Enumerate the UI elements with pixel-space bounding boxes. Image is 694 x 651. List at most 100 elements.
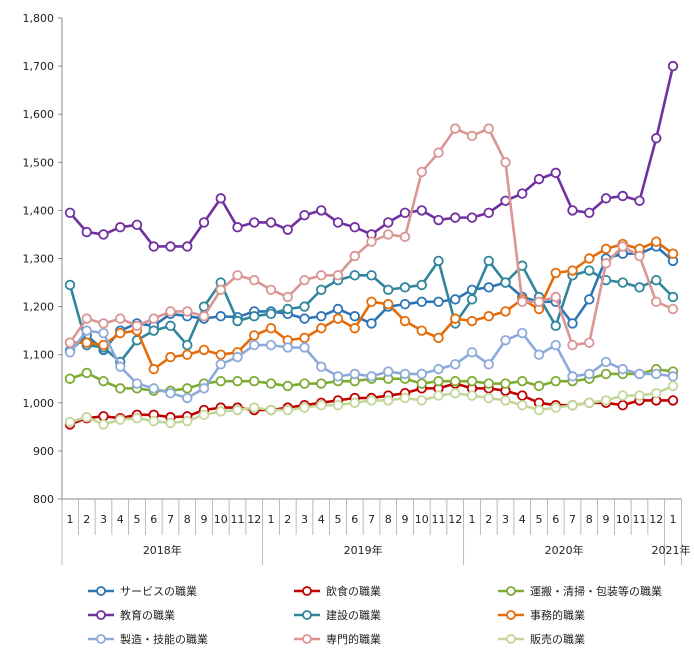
data-point <box>483 392 494 404</box>
legend-marker <box>96 610 106 620</box>
data-point <box>81 367 92 379</box>
legend-label: 運搬・清掃・包装等の職業 <box>530 584 662 598</box>
x-tick-label: 6 <box>351 513 358 526</box>
data-point <box>450 375 461 387</box>
data-point <box>433 363 444 375</box>
data-point <box>98 419 109 430</box>
legend-item: 専門的職業 <box>294 632 381 646</box>
data-point <box>265 323 277 334</box>
data-point <box>466 315 478 327</box>
data-point <box>182 339 193 351</box>
data-point <box>416 296 427 307</box>
year-label: 2018年 <box>143 543 182 557</box>
x-tick-label: 10 <box>616 513 630 526</box>
data-point <box>617 363 628 375</box>
data-point <box>550 375 561 387</box>
data-point <box>349 222 360 233</box>
data-point <box>332 270 344 281</box>
data-point <box>215 311 226 322</box>
data-point <box>600 243 612 255</box>
data-point <box>399 231 411 243</box>
x-tick-label: 9 <box>201 513 208 526</box>
data-point <box>383 298 394 310</box>
data-point <box>232 222 243 233</box>
legend-marker <box>506 610 516 620</box>
data-point <box>584 337 595 348</box>
data-point <box>651 368 662 380</box>
x-tick-label: 10 <box>415 513 429 526</box>
data-point <box>249 375 260 387</box>
data-point <box>366 395 377 406</box>
data-point <box>651 387 662 399</box>
data-point <box>215 284 226 295</box>
data-point <box>64 373 76 384</box>
data-point <box>383 395 394 406</box>
x-tick-label: 2 <box>485 513 492 526</box>
data-point <box>81 337 92 348</box>
legend-label: 専門的職業 <box>326 632 381 646</box>
x-tick-label: 6 <box>150 513 157 526</box>
data-point <box>215 193 226 204</box>
data-point <box>416 205 427 216</box>
data-point <box>349 323 360 334</box>
x-tick-label: 3 <box>502 513 509 526</box>
data-point <box>533 296 545 307</box>
data-point <box>483 311 494 322</box>
legend-item: 製造・技能の職業 <box>88 632 208 646</box>
data-point <box>383 366 394 377</box>
data-point <box>81 412 92 423</box>
data-point <box>584 397 595 409</box>
data-point <box>433 375 444 387</box>
data-point <box>617 400 628 411</box>
data-point <box>316 284 327 295</box>
data-point <box>383 217 394 228</box>
data-point <box>433 147 444 158</box>
data-point <box>567 205 578 216</box>
y-tick-label: 1,800 <box>23 12 55 25</box>
data-point <box>450 387 461 399</box>
legend-marker <box>302 634 312 644</box>
y-tick-label: 1,200 <box>23 301 55 314</box>
data-point <box>567 318 578 329</box>
data-point <box>165 241 176 252</box>
data-point <box>567 371 578 382</box>
data-point <box>249 402 260 413</box>
data-point <box>483 378 494 389</box>
legend-item: 販売の職業 <box>498 633 585 646</box>
data-point <box>416 395 427 406</box>
data-point <box>584 294 595 305</box>
data-point <box>64 279 76 291</box>
data-point <box>667 60 679 72</box>
data-point <box>550 320 561 332</box>
data-point <box>483 359 494 370</box>
series-5 <box>64 255 679 368</box>
year-label: 2020年 <box>545 543 584 557</box>
data-point <box>115 414 126 425</box>
data-point <box>299 301 310 312</box>
data-point <box>64 337 76 348</box>
series-8 <box>64 123 679 351</box>
data-point <box>131 320 143 332</box>
data-point <box>533 349 545 360</box>
data-point <box>215 349 226 360</box>
legend-label: サービスの職業 <box>120 585 197 598</box>
data-point <box>567 339 578 351</box>
x-tick-label: 1 <box>268 513 275 526</box>
data-point <box>182 415 193 427</box>
legend-marker <box>506 586 516 596</box>
year-label: 2019年 <box>344 543 383 557</box>
data-point <box>316 205 327 216</box>
data-point <box>115 383 126 394</box>
data-point <box>115 327 126 339</box>
legend-item: 飲食の職業 <box>294 584 381 598</box>
data-point <box>416 166 427 178</box>
data-point <box>600 193 612 204</box>
legend-item: 建設の職業 <box>294 608 381 622</box>
data-point <box>64 207 76 219</box>
data-point <box>265 284 277 295</box>
data-point <box>299 210 310 221</box>
data-point <box>282 303 293 315</box>
series-layer <box>64 60 679 430</box>
data-point <box>81 313 92 324</box>
data-point <box>517 327 528 339</box>
